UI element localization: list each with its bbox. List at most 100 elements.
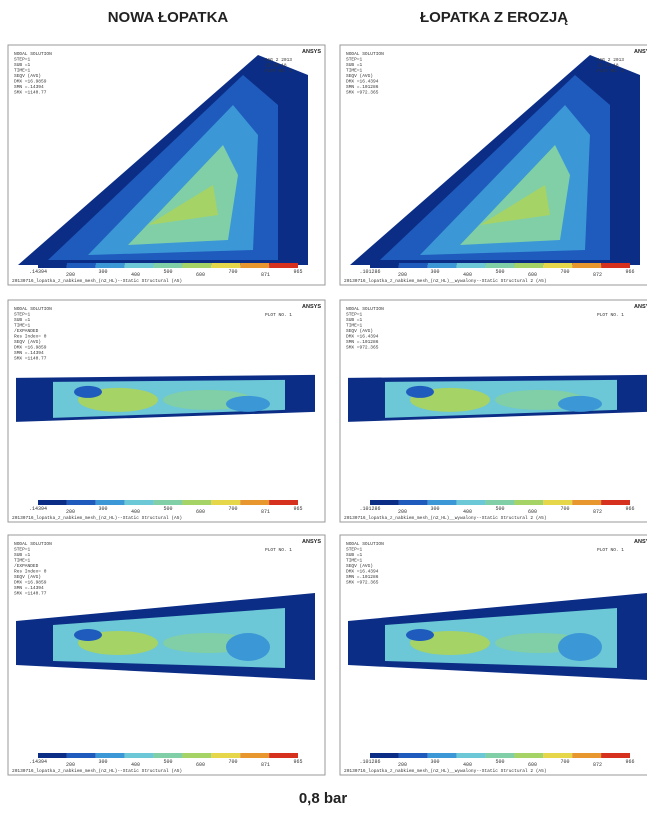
legend-label: 400	[131, 762, 140, 768]
legend-label: 400	[463, 762, 472, 768]
legend-label: 400	[131, 272, 140, 278]
legend-label: 600	[528, 272, 537, 278]
legend-swatch	[240, 753, 269, 758]
legend-label: 500	[163, 759, 172, 765]
legend-label: 200	[66, 272, 75, 278]
header-line: TIME=1	[14, 323, 31, 329]
header-line: TIME=1	[346, 68, 363, 74]
legend-swatch	[182, 263, 211, 268]
legend-label: 966	[625, 506, 634, 512]
legend-label: .14394	[29, 759, 47, 765]
legend-label: 965	[293, 269, 302, 275]
legend-label: 966	[625, 759, 634, 765]
legend-swatch	[543, 753, 572, 758]
legend-swatch	[428, 753, 457, 758]
legend-swatch	[543, 500, 572, 505]
header-line: SEQV (AVG)	[346, 563, 373, 569]
info-line: PLOT NO. 1	[265, 547, 292, 553]
legend-label: 500	[495, 269, 504, 275]
header-line: SMX =1140.77	[14, 90, 47, 96]
header-line: NODAL SOLUTION	[14, 541, 52, 547]
header-line: SEQV (AVG)	[14, 73, 41, 79]
header-line: STEP=1	[14, 312, 31, 318]
header-line: SMX =1140.77	[14, 356, 47, 362]
legend-swatch	[38, 263, 67, 268]
legend-label: 600	[196, 762, 205, 768]
legend-label: 600	[196, 272, 205, 278]
legend-swatch	[514, 263, 543, 268]
header-line: DMX =16.4394	[346, 569, 379, 575]
header-line: DMX =16.4394	[346, 79, 379, 85]
legend-swatch	[486, 753, 515, 758]
legend-label: 500	[163, 269, 172, 275]
header-line: NODAL SOLUTION	[14, 51, 52, 57]
legend-label: 965	[293, 506, 302, 512]
legend-swatch	[240, 263, 269, 268]
legend-swatch	[572, 753, 601, 758]
legend-swatch	[211, 263, 240, 268]
legend-label: 200	[398, 272, 407, 278]
legend-swatch	[96, 753, 125, 758]
legend-label: .14394	[29, 506, 47, 512]
legend-swatch	[572, 263, 601, 268]
legend-label: 600	[196, 509, 205, 515]
info-line: AUG 2 2013	[597, 57, 624, 63]
figure: NOWA ŁOPATKA ŁOPATKA Z EROZJĄ 0,8 bar AN…	[0, 0, 647, 831]
header-line: /EXPANDED	[14, 328, 39, 334]
info-line: PLOT NO. 1	[265, 68, 292, 74]
legend-swatch	[38, 753, 67, 758]
legend-label: 500	[495, 759, 504, 765]
legend-label: 700	[560, 269, 569, 275]
legend-label: .101286	[359, 269, 380, 275]
blade-zone	[406, 629, 434, 641]
legend-swatch	[601, 753, 630, 758]
legend-label: 300	[98, 269, 107, 275]
header-line: STEP=1	[14, 547, 31, 553]
legend-swatch	[572, 500, 601, 505]
legend-label: .14394	[29, 269, 47, 275]
header-line: SMX =972.365	[346, 345, 379, 351]
column-title: NOWA ŁOPATKA	[108, 9, 229, 26]
header-line: NODAL SOLUTION	[14, 306, 52, 312]
blade-zone	[558, 633, 602, 661]
column-title: ŁOPATKA Z EROZJĄ	[420, 9, 568, 26]
info-line: 13:34:18	[597, 63, 619, 69]
legend-label: 300	[430, 506, 439, 512]
legend-label: 700	[228, 759, 237, 765]
legend-label: 966	[625, 269, 634, 275]
header-line: SEQV (AVG)	[14, 339, 41, 345]
legend-label: 400	[463, 509, 472, 515]
ansys-logo: ANSYS	[302, 304, 321, 310]
legend-label: 300	[98, 759, 107, 765]
header-line: STEP=1	[14, 57, 31, 63]
footer: 20130716_lopatka_z_nabkiem_mesh_(n2_HL)_…	[344, 278, 547, 284]
header-line: TIME=1	[14, 558, 31, 564]
legend-label: 871	[261, 509, 270, 515]
header-line: STEP=1	[346, 312, 363, 318]
legend-label: 700	[228, 506, 237, 512]
legend-swatch	[182, 500, 211, 505]
header-line: SUB =1	[346, 62, 363, 68]
legend-label: 400	[463, 272, 472, 278]
info-line: AUG 2 2013	[265, 57, 292, 63]
legend-swatch	[125, 263, 154, 268]
header-line: SUB =1	[14, 552, 31, 558]
footer: 20130716_lopatka_z_nabkiem_mesh_(n2_HL)-…	[12, 515, 182, 521]
header-line: SUB =1	[14, 62, 31, 68]
footer: 20130716_lopatka_z_nabkiem_mesh_(n2_HL)_…	[344, 768, 547, 774]
ansys-logo: ANSYS	[634, 304, 647, 310]
legend-label: 872	[593, 272, 602, 278]
blade-zone	[406, 386, 434, 398]
header-line: NODAL SOLUTION	[346, 51, 384, 57]
legend-swatch	[543, 263, 572, 268]
legend-swatch	[125, 753, 154, 758]
legend-label: 500	[163, 506, 172, 512]
ansys-logo: ANSYS	[634, 539, 647, 545]
legend-swatch	[211, 753, 240, 758]
legend-swatch	[370, 500, 399, 505]
legend-swatch	[457, 753, 486, 758]
header-line: SMN =.14394	[14, 84, 44, 90]
header-line: SEQV (AVG)	[14, 574, 41, 580]
